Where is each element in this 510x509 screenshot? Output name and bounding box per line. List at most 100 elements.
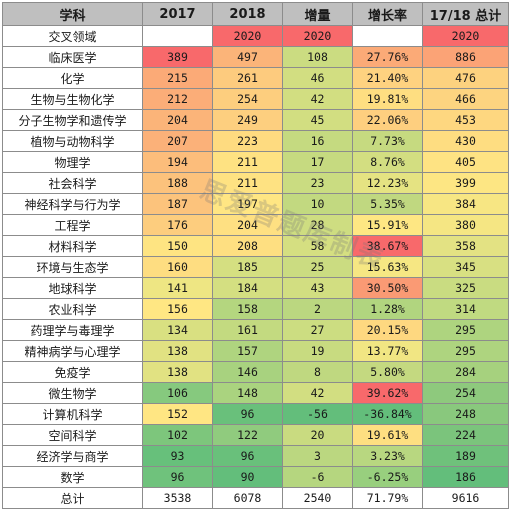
cell-growth-rate: 8.76%: [352, 151, 423, 173]
table-row: 分子生物学和遗传学 204 249 45 22.06% 453: [2, 109, 509, 131]
cell-2018: 122: [212, 424, 283, 446]
table-row: 数学 96 90 -6 -6.25% 186: [2, 466, 509, 488]
cell-total: 186: [422, 466, 509, 488]
cell-growth-rate: 7.73%: [352, 130, 423, 152]
cell-growth-rate: 27.76%: [352, 46, 423, 68]
cell-2017: 389: [142, 46, 213, 68]
cell-2018: 148: [212, 382, 283, 404]
table-row: 微生物学 106 148 42 39.62% 254: [2, 382, 509, 404]
table-row: 材料科学 150 208 58 38.67% 358: [2, 235, 509, 257]
cell-growth-rate: 39.62%: [352, 382, 423, 404]
cell-increment: 28: [282, 214, 353, 236]
table-row: 临床医学 389 497 108 27.76% 886: [2, 46, 509, 68]
cell-increment: 108: [282, 46, 353, 68]
cell-2018: 96: [212, 403, 283, 425]
cell-increment: 19: [282, 340, 353, 362]
cell-2017: 150: [142, 235, 213, 257]
cell-growth-rate: 20.15%: [352, 319, 423, 341]
cell-2017: 187: [142, 193, 213, 215]
cell-growth-rate: 38.67%: [352, 235, 423, 257]
cell-increment: -56: [282, 403, 353, 425]
cell-subject: 微生物学: [2, 382, 143, 404]
cell-growth-rate: 19.81%: [352, 88, 423, 110]
cell-2017: 102: [142, 424, 213, 446]
cell-2017: 188: [142, 172, 213, 194]
cell-growth-rate: 12.23%: [352, 172, 423, 194]
cell-total: 295: [422, 340, 509, 362]
cell-2017: 215: [142, 67, 213, 89]
cell-2018: 497: [212, 46, 283, 68]
cell-increment: 3: [282, 445, 353, 467]
cell-total: 189: [422, 445, 509, 467]
cell-growth-rate: 71.79%: [352, 487, 423, 509]
cell-total: 886: [422, 46, 509, 68]
cell-2018: 158: [212, 298, 283, 320]
cell-2018: 223: [212, 130, 283, 152]
cell-total: 430: [422, 130, 509, 152]
cell-subject: 空间科学: [2, 424, 143, 446]
cell-increment: 16: [282, 130, 353, 152]
cell-2018: 208: [212, 235, 283, 257]
cell-increment: 45: [282, 109, 353, 131]
cell-subject: 物理学: [2, 151, 143, 173]
table-row: 计算机科学 152 96 -56 -36.84% 248: [2, 403, 509, 425]
cell-total: 224: [422, 424, 509, 446]
cell-growth-rate: 22.06%: [352, 109, 423, 131]
cell-subject: 社会科学: [2, 172, 143, 194]
cell-subject: 农业科学: [2, 298, 143, 320]
cell-subject: 地球科学: [2, 277, 143, 299]
cell-total: 453: [422, 109, 509, 131]
table-row: 精神病学与心理学 138 157 19 13.77% 295: [2, 340, 509, 362]
cell-2018: 254: [212, 88, 283, 110]
cell-subject: 药理学与毒理学: [2, 319, 143, 341]
cell-2017: 3538: [142, 487, 213, 509]
cell-2017: 156: [142, 298, 213, 320]
cell-increment: 46: [282, 67, 353, 89]
cell-subject: 精神病学与心理学: [2, 340, 143, 362]
cell-increment: 2020: [282, 25, 353, 47]
cell-increment: 27: [282, 319, 353, 341]
cell-subject: 分子生物学和遗传学: [2, 109, 143, 131]
cell-subject: 交叉领域: [2, 25, 143, 47]
cell-increment: 25: [282, 256, 353, 278]
header-2017: 2017: [142, 2, 213, 26]
cell-2018: 2020: [212, 25, 283, 47]
cell-subject: 化学: [2, 67, 143, 89]
cell-2018: 184: [212, 277, 283, 299]
cell-growth-rate: 15.63%: [352, 256, 423, 278]
cell-2018: 211: [212, 151, 283, 173]
table-row: 经济学与商学 93 96 3 3.23% 189: [2, 445, 509, 467]
cell-increment: -6: [282, 466, 353, 488]
cell-growth-rate: 13.77%: [352, 340, 423, 362]
cell-total: 254: [422, 382, 509, 404]
cell-increment: 2: [282, 298, 353, 320]
table-row: 药理学与毒理学 134 161 27 20.15% 295: [2, 319, 509, 341]
cell-growth-rate: [352, 25, 423, 47]
cell-subject: 经济学与商学: [2, 445, 143, 467]
cell-subject: 环境与生态学: [2, 256, 143, 278]
header-increment: 增量: [282, 2, 353, 26]
cell-2018: 261: [212, 67, 283, 89]
table-row: 物理学 194 211 17 8.76% 405: [2, 151, 509, 173]
cell-total: 284: [422, 361, 509, 383]
table-row: 化学 215 261 46 21.40% 476: [2, 67, 509, 89]
table-row: 环境与生态学 160 185 25 15.63% 345: [2, 256, 509, 278]
cell-2018: 204: [212, 214, 283, 236]
cell-2018: 211: [212, 172, 283, 194]
header-row: 学科 2017 2018 增量 增长率 17/18 总计: [2, 2, 509, 26]
cell-growth-rate: 5.35%: [352, 193, 423, 215]
header-growth-rate: 增长率: [352, 2, 423, 26]
cell-subject: 神经科学与行为学: [2, 193, 143, 215]
cell-2018: 90: [212, 466, 283, 488]
cell-total: 380: [422, 214, 509, 236]
cell-subject: 数学: [2, 466, 143, 488]
table-row: 植物与动物科学 207 223 16 7.73% 430: [2, 130, 509, 152]
cell-growth-rate: -6.25%: [352, 466, 423, 488]
cell-2017: 212: [142, 88, 213, 110]
cell-2017: 141: [142, 277, 213, 299]
table-row: 免疫学 138 146 8 5.80% 284: [2, 361, 509, 383]
cell-subject: 植物与动物科学: [2, 130, 143, 152]
table-row: 神经科学与行为学 187 197 10 5.35% 384: [2, 193, 509, 215]
table-row: 地球科学 141 184 43 30.50% 325: [2, 277, 509, 299]
